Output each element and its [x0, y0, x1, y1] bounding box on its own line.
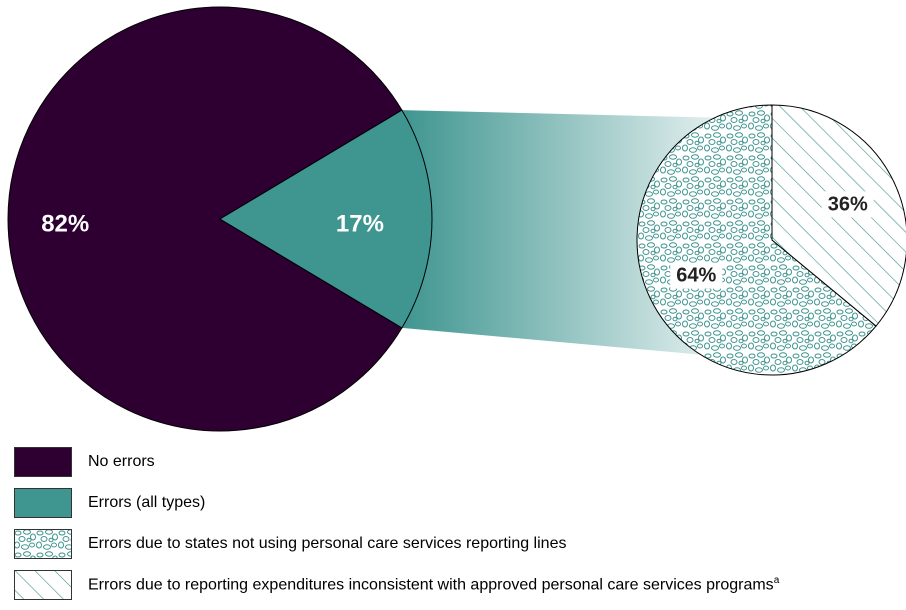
legend-label: Errors due to states not using personal … [88, 534, 567, 552]
label-background [670, 262, 723, 289]
label-background [821, 191, 874, 218]
legend-label: No errors [88, 452, 155, 470]
slice-errors-all-types [219, 109, 433, 329]
legend-swatch-no-errors [14, 446, 72, 477]
legend-label: Errors (all types) [88, 493, 206, 511]
slice-no-errors [7, 6, 403, 432]
legend-item-reporting-lines: Errors due to states not using personal … [14, 528, 779, 559]
label-no-errors: 82% [41, 211, 89, 238]
legend-swatch-errors-all-types [14, 487, 72, 518]
label-reporting-lines: 64% [676, 265, 716, 287]
legend: No errors Errors (all types) Errors due … [14, 446, 779, 610]
pie-chart-figure: 82% 17% 36% 64% [7, 6, 906, 432]
slice-labels: 82% 17% 36% 64% [41, 191, 874, 289]
footnote-marker: a [773, 574, 780, 586]
label-inconsistent-expenditures: 36% [828, 193, 868, 215]
detail-pie [636, 104, 906, 376]
slice-reporting-lines [636, 104, 877, 376]
legend-item-inconsistent-expenditures: Errors due to reporting expenditures inc… [14, 569, 779, 600]
legend-item-errors-all-types: Errors (all types) [14, 487, 779, 518]
legend-label: Errors due to reporting expenditures inc… [88, 574, 780, 594]
label-errors-all-types: 17% [336, 211, 384, 238]
legend-item-no-errors: No errors [14, 446, 779, 477]
legend-swatch-hatch-pattern [14, 569, 72, 600]
main-pie [7, 6, 433, 432]
legend-swatch-pebble-pattern [14, 528, 72, 559]
